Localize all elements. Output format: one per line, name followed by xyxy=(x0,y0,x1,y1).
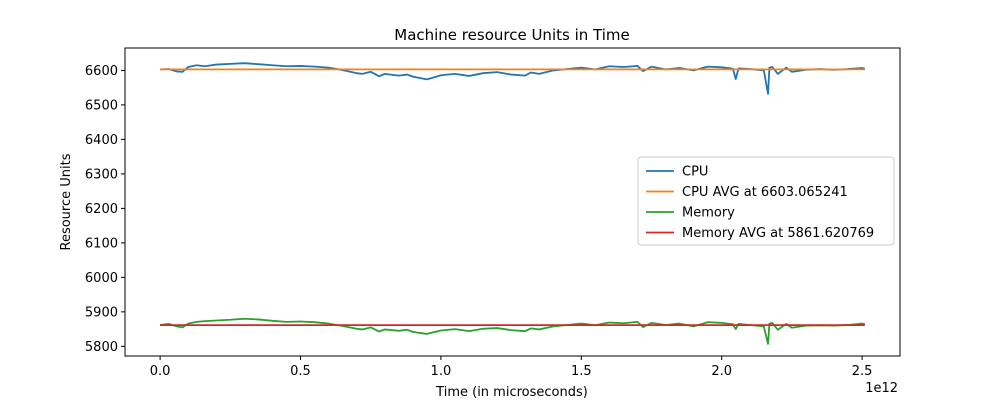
legend-label: Memory AVG at 5861.620769 xyxy=(682,226,874,241)
legend-box xyxy=(637,156,895,246)
x-tick-label: 2.5 xyxy=(852,364,873,379)
y-axis-label: Resource Units xyxy=(59,153,74,250)
x-tick-label: 0.5 xyxy=(290,364,311,379)
y-tick-label: 6600 xyxy=(85,64,118,79)
legend-label: CPU AVG at 6603.065241 xyxy=(682,185,848,200)
legend-label: CPU xyxy=(682,165,708,180)
series-line-cpu xyxy=(160,62,866,95)
chart-title: Machine resource Units in Time xyxy=(394,26,629,44)
x-tick-label: 2.0 xyxy=(711,364,732,379)
x-tick-label: 1.5 xyxy=(571,364,592,379)
series-lines xyxy=(159,62,866,345)
y-tick-label: 6300 xyxy=(85,167,118,182)
y-axis: 5800 5900 6000 6100 6200 6300 6400 6500 6600 xyxy=(85,64,125,355)
plot-area-frame xyxy=(124,47,901,357)
y-tick-label: 6000 xyxy=(85,271,118,286)
x-tick-label: 0.0 xyxy=(150,364,171,379)
y-tick-label: 6100 xyxy=(85,236,118,251)
legend-label: Memory xyxy=(682,206,735,221)
legend: CPU CPU AVG at 6603.065241 Memory Memory AV… xyxy=(637,156,895,246)
x-axis-offset-text: 1e12 xyxy=(865,381,898,396)
y-tick-label: 5900 xyxy=(85,305,118,320)
y-tick-label: 6400 xyxy=(85,133,118,148)
series-line-memory xyxy=(159,317,866,345)
y-tick-label: 6500 xyxy=(85,98,118,113)
y-tick-label: 6200 xyxy=(85,202,118,217)
x-axis-label: Time (in microseconds) xyxy=(435,385,588,400)
x-tick-label: 1.0 xyxy=(431,364,452,379)
x-axis: 0.0 0.5 1.0 1.5 2.0 2.5 xyxy=(150,356,873,379)
y-tick-label: 5800 xyxy=(85,340,118,355)
